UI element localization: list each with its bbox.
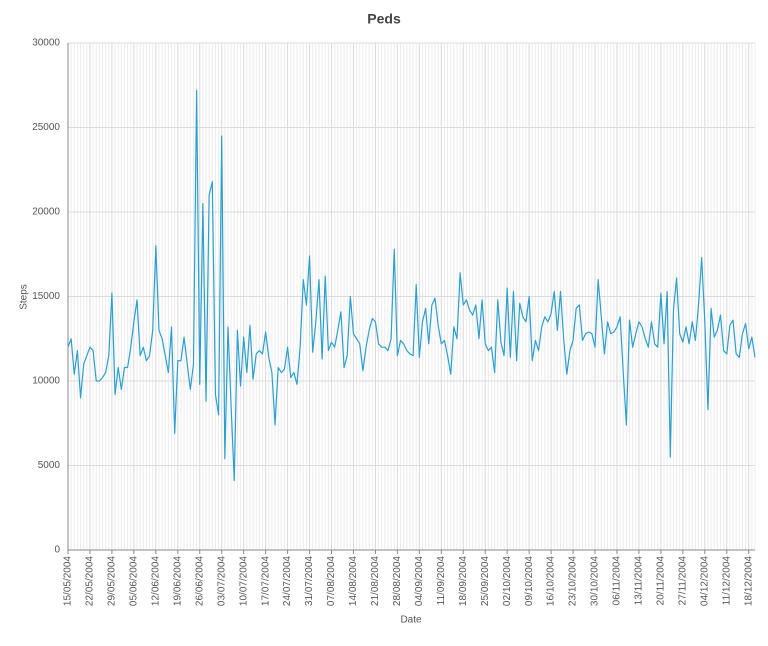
x-tick-label: 19/06/2004 [172,556,183,606]
x-tick-label: 12/06/2004 [150,556,161,606]
x-tick-label: 20/11/2004 [656,556,667,606]
y-tick-label: 15000 [32,291,60,302]
y-axis-label: Steps [19,284,30,310]
x-tick-label: 24/07/2004 [282,556,293,606]
x-tick-label: 30/10/2004 [590,556,601,606]
x-tick-label: 15/05/2004 [63,556,74,606]
x-tick-label: 29/05/2004 [107,556,118,606]
y-tick-label: 30000 [32,38,60,49]
x-tick-label: 10/07/2004 [238,556,249,606]
x-tick-label: 17/07/2004 [260,556,271,606]
x-tick-label: 06/11/2004 [612,556,623,606]
chart-title: Peds [367,11,401,27]
x-axis-label: Date [400,615,422,626]
y-tick-label: 0 [54,545,60,556]
x-tick-label: 18/09/2004 [458,556,469,606]
x-tick-label: 21/08/2004 [370,556,381,606]
x-tick-label: 26/06/2004 [194,556,205,606]
x-tick-label: 16/10/2004 [546,556,557,606]
x-tick-label: 22/05/2004 [85,556,96,606]
x-tick-label: 27/11/2004 [677,556,688,606]
y-tick-label: 5000 [38,460,61,471]
y-tick-label: 10000 [32,376,60,387]
x-tick-label: 09/10/2004 [524,556,535,606]
data-line [67,89,756,482]
x-tick-label: 13/11/2004 [634,556,645,606]
x-tick-label: 23/10/2004 [568,556,579,606]
x-tick-label: 31/07/2004 [304,556,315,606]
y-tick-label: 25000 [32,122,60,133]
x-tick-label: 14/08/2004 [348,556,359,606]
x-tick-label: 04/12/2004 [699,556,710,606]
x-tick-label: 28/08/2004 [392,556,403,606]
x-tick-label: 04/09/2004 [414,556,425,606]
y-tick-label: 20000 [32,207,60,218]
x-tick-label: 11/09/2004 [436,556,447,606]
x-tick-label: 02/10/2004 [502,556,513,606]
x-tick-label: 18/12/2004 [743,556,754,606]
x-tick-label: 05/06/2004 [129,556,140,606]
x-tick-label: 07/08/2004 [326,556,337,606]
x-tick-label: 11/12/2004 [721,556,732,606]
x-tick-label: 03/07/2004 [216,556,227,606]
x-tick-label: 25/09/2004 [480,556,491,606]
